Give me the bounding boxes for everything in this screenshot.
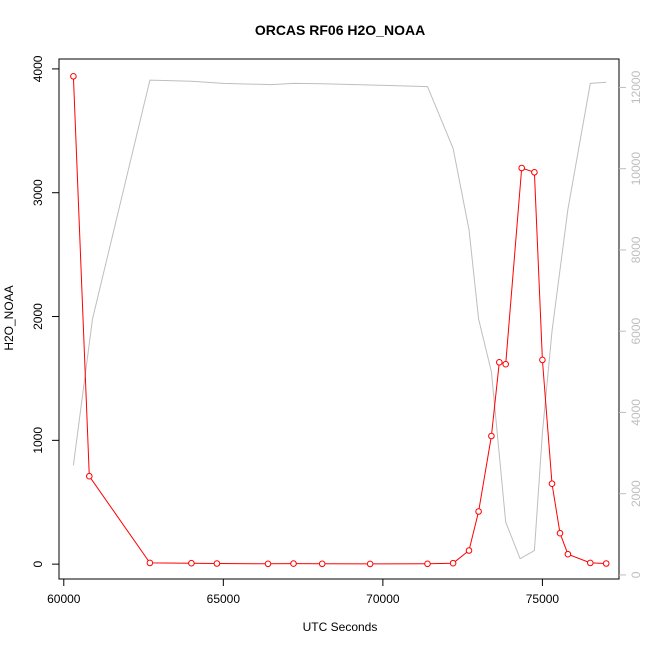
data-point <box>488 432 495 440</box>
y-tick-label: 2000 <box>31 303 45 330</box>
chart-title: ORCAS RF06 H2O_NOAA <box>255 22 425 38</box>
data-point <box>564 550 572 558</box>
data-point <box>539 356 546 364</box>
data-point <box>188 559 195 567</box>
y-tick-label: 0 <box>31 560 45 567</box>
data-point <box>290 560 297 567</box>
series-layer <box>70 73 610 568</box>
x-tick-label: 60000 <box>47 592 81 606</box>
data-point <box>548 480 556 488</box>
y-tick-label: 3000 <box>31 179 45 206</box>
series-line-left <box>72 76 607 565</box>
data-point <box>424 560 431 568</box>
data-point <box>531 169 538 176</box>
series-line-right <box>72 79 607 560</box>
y-tick-label: 4000 <box>31 55 45 82</box>
y-tick-label: 1000 <box>31 427 45 454</box>
y2-tick-label: 8000 <box>629 236 643 263</box>
y-axis-label: H2O_NOAA <box>2 285 16 350</box>
data-point <box>86 472 93 480</box>
y2-tick-label: 2000 <box>629 480 643 507</box>
data-point <box>366 560 374 568</box>
x-tick-label: 65000 <box>207 592 241 606</box>
data-point <box>556 529 564 537</box>
data-point <box>449 559 457 567</box>
data-point <box>602 560 610 567</box>
data-point <box>518 164 526 172</box>
y2-tick-label: 10000 <box>629 152 643 186</box>
data-point <box>318 560 326 568</box>
data-point <box>213 560 221 567</box>
plot-frame <box>58 58 620 580</box>
data-point <box>146 559 154 567</box>
x-axis: 60000 65000 70000 75000 <box>47 579 559 606</box>
x-axis-label: UTC Seconds <box>303 620 378 634</box>
data-point <box>475 508 482 515</box>
data-point <box>264 560 272 568</box>
y2-tick-label: 4000 <box>629 399 643 426</box>
data-point <box>587 559 594 567</box>
x-tick-label: 75000 <box>526 592 560 606</box>
data-point <box>465 547 473 554</box>
x-tick-label: 70000 <box>366 592 400 606</box>
data-point <box>502 360 510 368</box>
y2-tick-label: 12000 <box>629 70 643 104</box>
data-point <box>496 359 503 366</box>
y-axis-right: 0 2000 4000 6000 8000 10000 12000 <box>619 70 643 578</box>
data-point <box>70 73 77 80</box>
y2-tick-label: 0 <box>629 571 643 578</box>
y-axis-left: 0 1000 2000 3000 4000 <box>31 55 59 567</box>
y2-tick-label: 6000 <box>629 318 643 345</box>
